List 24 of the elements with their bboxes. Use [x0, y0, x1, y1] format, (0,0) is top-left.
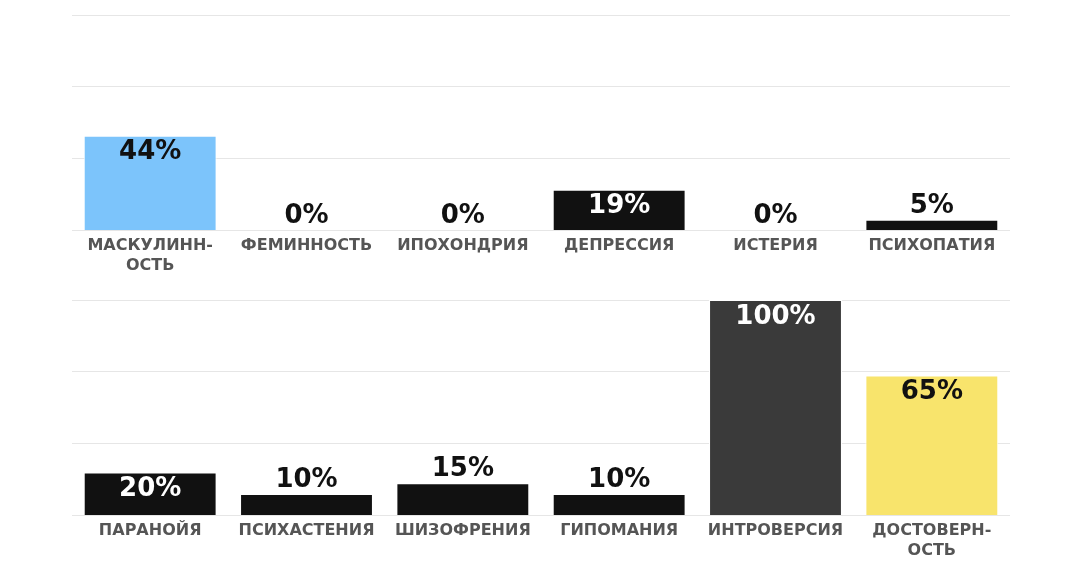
x-tick-label: ПСИХАСТЕНИЯ — [238, 520, 375, 540]
x-tick-label: ИСТЕРИЯ — [733, 235, 818, 255]
x-tick-label: ШИЗОФРЕНИЯ — [394, 520, 531, 540]
x-tick-label: МАСКУЛИНН-ОСТЬ — [87, 235, 213, 274]
data-label: 100% — [735, 299, 816, 330]
data-label: 65% — [900, 375, 963, 406]
data-label: 0% — [753, 199, 798, 230]
data-label: 10% — [588, 462, 651, 493]
x-tick-label: ДЕПРЕССИЯ — [563, 235, 675, 255]
data-label: 0% — [440, 199, 485, 230]
x-tick-label: ПСИХОПАТИЯ — [868, 235, 996, 255]
x-tick-label: ИПОХОНДРИЯ — [397, 235, 529, 255]
data-label: 19% — [588, 189, 651, 220]
data-label: 20% — [119, 472, 182, 503]
data-label: 15% — [431, 452, 494, 483]
data-label: 0% — [284, 199, 329, 230]
x-tick-label: ФЕМИННОСТЬ — [240, 235, 373, 255]
data-label: 10% — [275, 462, 338, 493]
data-label: 5% — [909, 188, 954, 219]
x-tick-label: ГИПОМАНИЯ — [560, 520, 679, 540]
x-tick-label: ПАРАНОЙЯ — [98, 520, 202, 540]
data-label: 44% — [119, 135, 182, 166]
x-tick-label: ИНТРОВЕРСИЯ — [707, 520, 844, 540]
x-tick-label: ДОСТОВЕРН-ОСТЬ — [872, 520, 992, 559]
